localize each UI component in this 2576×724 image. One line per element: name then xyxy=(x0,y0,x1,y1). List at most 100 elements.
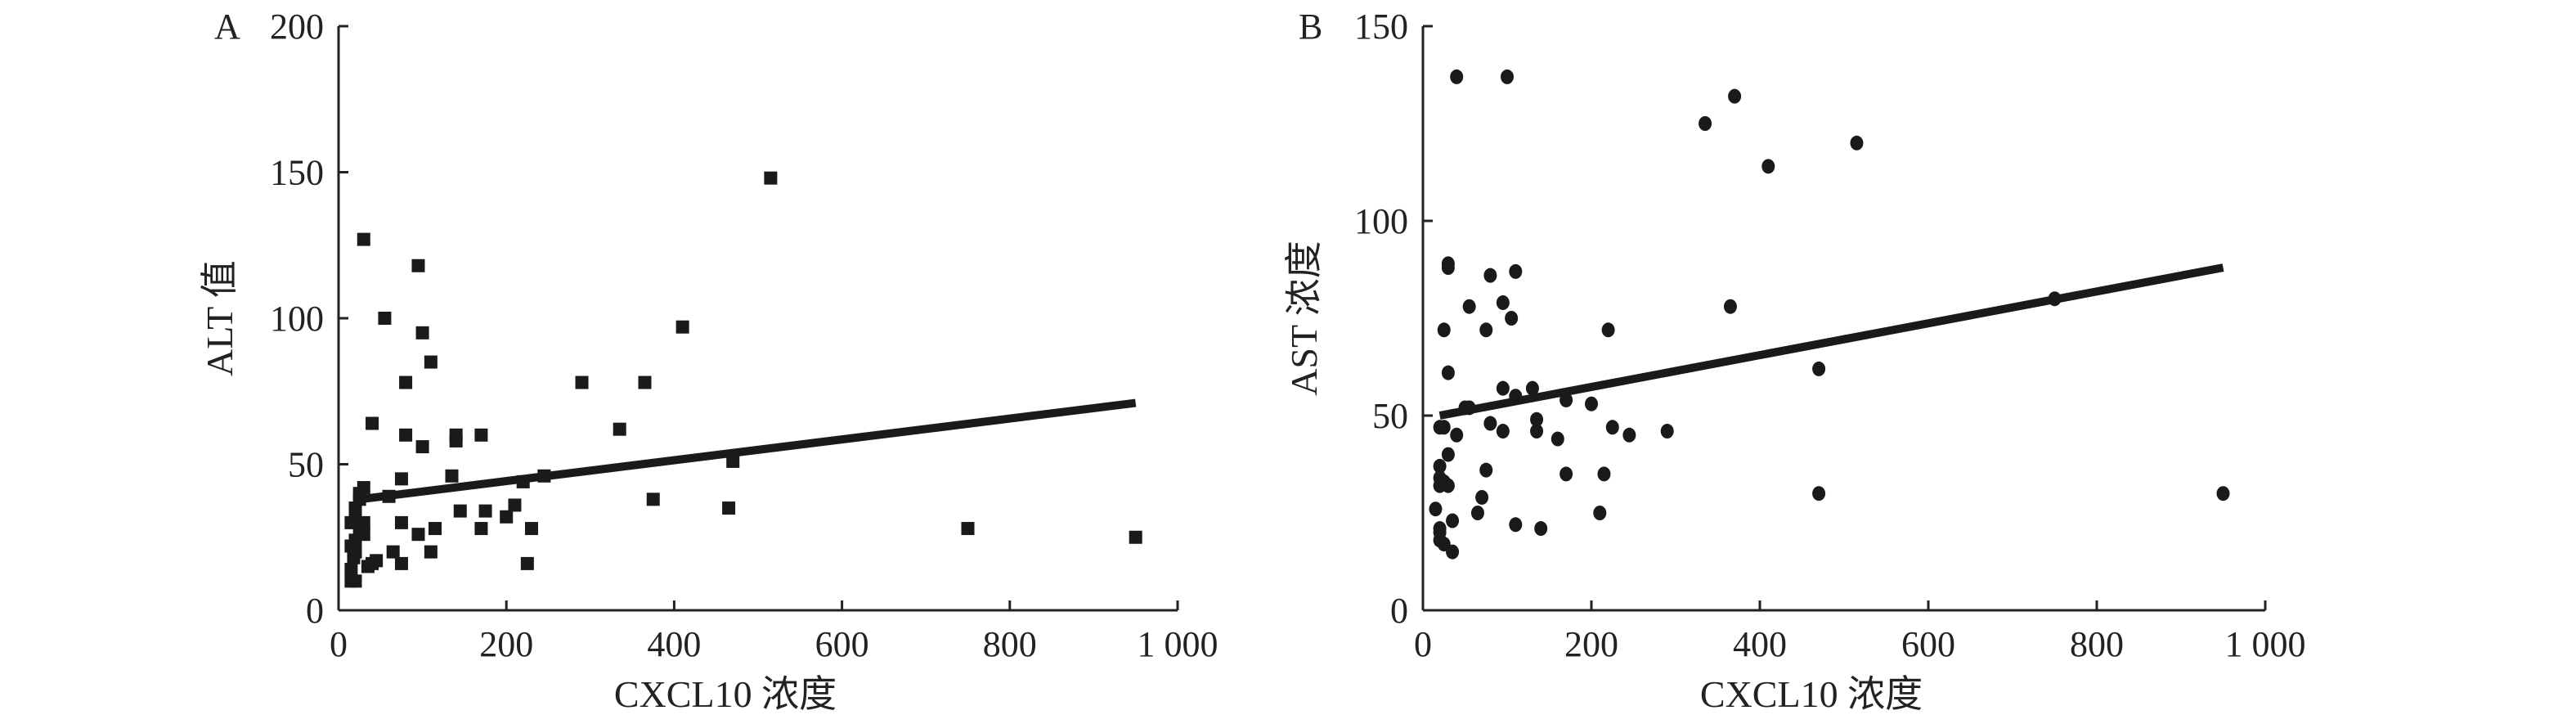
data-point xyxy=(1462,299,1476,314)
data-point xyxy=(1437,322,1451,338)
data-point xyxy=(726,454,740,468)
data-point xyxy=(1812,486,1826,501)
data-point xyxy=(638,375,652,389)
data-point xyxy=(445,469,459,483)
x-tick-label: 0 xyxy=(1414,624,1432,664)
data-point xyxy=(1660,424,1674,439)
data-point xyxy=(1496,424,1510,439)
data-point xyxy=(1433,458,1447,474)
y-tick-label: 0 xyxy=(1390,591,1408,631)
y-tick-label: 150 xyxy=(270,153,324,193)
data-point xyxy=(411,528,425,542)
x-tick-label: 400 xyxy=(1733,624,1787,664)
data-point xyxy=(961,522,975,536)
data-point xyxy=(424,545,438,559)
data-point xyxy=(478,504,492,518)
y-tick-label: 50 xyxy=(1372,396,1408,436)
data-point xyxy=(411,259,425,272)
data-point xyxy=(1483,268,1497,283)
x-tick-label: 800 xyxy=(2070,624,2124,664)
data-point xyxy=(386,545,400,559)
y-axis-label: ALT 值 xyxy=(199,260,240,376)
data-point xyxy=(1593,506,1607,520)
data-point xyxy=(424,355,438,369)
data-point xyxy=(399,428,413,442)
data-point xyxy=(1479,462,1493,478)
data-point xyxy=(646,492,660,506)
data-point xyxy=(1812,361,1826,376)
data-point xyxy=(1129,530,1142,544)
data-point xyxy=(1496,295,1510,310)
data-point xyxy=(357,528,370,542)
data-point xyxy=(449,434,463,447)
data-point xyxy=(394,515,408,529)
data-point xyxy=(1585,396,1598,411)
y-axis-label: AST 浓度 xyxy=(1283,241,1325,396)
data-point xyxy=(1560,466,1573,482)
data-point xyxy=(394,556,408,570)
data-point xyxy=(1605,420,1619,435)
data-point xyxy=(453,504,467,518)
y-tick-label: 50 xyxy=(288,445,324,485)
data-point xyxy=(344,539,358,553)
x-axis-label: CXCL10 浓度 xyxy=(614,673,837,715)
data-point xyxy=(1850,135,1864,151)
y-tick-label: 0 xyxy=(306,591,324,631)
data-point xyxy=(1470,506,1484,520)
x-tick-label: 200 xyxy=(479,624,533,664)
data-point xyxy=(1446,513,1460,528)
data-point xyxy=(722,501,736,515)
data-point xyxy=(1761,159,1775,174)
data-point xyxy=(1433,420,1447,435)
data-point xyxy=(1441,478,1455,493)
panel-label: B xyxy=(1299,7,1322,47)
data-point xyxy=(1475,489,1489,505)
data-point xyxy=(1551,431,1564,447)
data-point xyxy=(366,556,379,570)
data-point xyxy=(1530,411,1544,427)
data-point xyxy=(764,171,778,185)
data-point xyxy=(1622,427,1636,443)
x-tick-label: 1 000 xyxy=(1138,624,1218,664)
panel-b: 0 50 100 150 0 200 400 600 800 1 000 B CXCL10 浓度 AST… xyxy=(1283,7,2306,715)
data-point xyxy=(613,422,626,436)
regression-line xyxy=(1438,263,2224,420)
panel-a: 0 50 100 150 200 0 200 400 600 800 1 000 A CXCL10 浓度… xyxy=(199,7,1218,715)
data-point xyxy=(524,522,538,536)
data-point xyxy=(1530,424,1544,439)
data-point xyxy=(357,232,370,246)
data-point xyxy=(500,510,514,524)
data-point xyxy=(1723,299,1737,314)
x-axis-label: CXCL10 浓度 xyxy=(1700,673,1923,715)
panel-label: A xyxy=(214,7,240,47)
data-point xyxy=(474,428,488,442)
data-point xyxy=(1450,69,1464,84)
data-point xyxy=(366,416,379,430)
data-point xyxy=(415,326,429,340)
data-point xyxy=(378,312,392,325)
y-tick-label: 100 xyxy=(1354,201,1408,241)
x-tick-label: 200 xyxy=(1564,624,1618,664)
data-point xyxy=(1441,365,1455,380)
data-point xyxy=(1479,322,1493,338)
data-point xyxy=(1496,380,1510,396)
x-tick-label: 1 000 xyxy=(2225,624,2306,664)
data-point xyxy=(1501,69,1514,84)
data-point xyxy=(1505,311,1519,326)
data-point xyxy=(474,522,488,536)
data-point xyxy=(1446,544,1460,560)
data-point xyxy=(508,498,522,512)
regression-line xyxy=(359,398,1137,504)
x-tick-label: 400 xyxy=(647,624,701,664)
data-point xyxy=(575,375,589,389)
data-point xyxy=(1441,260,1455,276)
data-point xyxy=(1441,447,1455,462)
data-point xyxy=(394,472,408,486)
y-tick-label: 150 xyxy=(1354,7,1408,47)
data-point xyxy=(520,556,534,570)
data-point xyxy=(1534,521,1548,537)
data-point xyxy=(1483,416,1497,431)
data-point xyxy=(1450,427,1464,443)
data-point xyxy=(1429,501,1443,517)
